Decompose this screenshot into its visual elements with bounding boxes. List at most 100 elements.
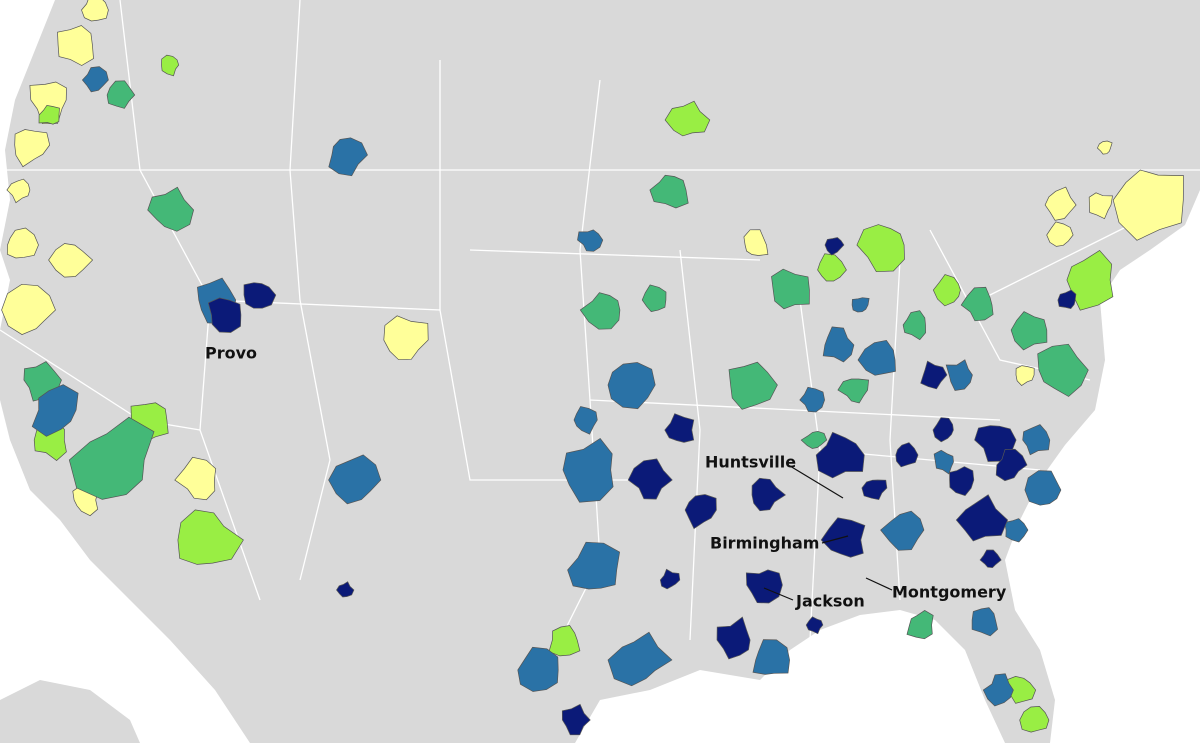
metro-region <box>548 625 581 657</box>
metro-region <box>945 359 973 391</box>
metro-region <box>48 243 94 278</box>
metro-region <box>1037 343 1089 397</box>
metro-region <box>684 494 717 530</box>
metro-region <box>1022 424 1051 456</box>
metro-region <box>517 646 559 692</box>
metro-region <box>895 442 919 468</box>
metro-region <box>328 454 382 505</box>
metro-region <box>745 569 783 604</box>
metro-region <box>979 549 1002 568</box>
metro-region <box>1044 186 1077 221</box>
metro-region <box>1010 311 1048 351</box>
metro-region <box>932 417 954 443</box>
metro-region <box>68 416 155 500</box>
regions <box>1 0 1184 736</box>
metro-region <box>1066 249 1114 311</box>
metro-region <box>1112 169 1184 241</box>
metro-region <box>627 458 673 500</box>
metro-region <box>31 384 79 437</box>
leader-line <box>865 577 893 591</box>
metro-region <box>771 268 810 310</box>
metro-region <box>649 174 689 209</box>
metro-region <box>174 456 217 501</box>
metro-region <box>579 292 621 330</box>
metro-region <box>147 186 194 232</box>
metro-region <box>6 227 39 259</box>
metro-region <box>799 386 825 413</box>
metro-region <box>716 616 751 660</box>
metro-region <box>995 448 1028 482</box>
metro-region <box>562 438 614 503</box>
metro-region <box>857 340 896 376</box>
state-borders <box>0 0 1200 640</box>
metro-region <box>805 616 824 635</box>
metro-region <box>751 477 786 512</box>
metro-region <box>659 568 681 590</box>
metro-region <box>856 224 905 273</box>
metro-region <box>383 315 429 361</box>
metro-region <box>933 449 954 475</box>
metro-region <box>207 297 242 333</box>
mexico <box>0 680 140 743</box>
metro-region <box>906 609 934 640</box>
metro-region <box>1096 140 1113 155</box>
metro-region <box>752 639 790 675</box>
city-label: Provo <box>205 344 257 363</box>
metro-region <box>920 360 948 390</box>
metro-region <box>161 54 180 77</box>
metro-region <box>728 361 778 410</box>
metro-region <box>982 673 1014 707</box>
metro-region <box>106 80 136 109</box>
metro-region <box>837 378 869 404</box>
metro-region <box>14 129 51 168</box>
metro-region <box>38 105 60 125</box>
leader-line <box>821 535 849 544</box>
metro-region <box>573 406 598 435</box>
leader-lines <box>763 465 893 601</box>
metro-region <box>861 479 888 500</box>
metro-region <box>1 283 56 335</box>
metro-region <box>567 541 620 590</box>
metro-region <box>817 253 847 282</box>
metro-region <box>577 229 604 252</box>
metro-region <box>641 284 667 312</box>
leader-line <box>789 465 844 499</box>
city-label: Huntsville <box>705 453 796 472</box>
metro-region <box>81 0 109 22</box>
metro-region <box>955 494 1009 542</box>
metro-region <box>822 326 855 363</box>
metro-region <box>57 25 94 66</box>
leader-line <box>763 587 794 601</box>
metro-region <box>1046 221 1074 247</box>
metro-region <box>1057 289 1077 309</box>
metro-region <box>800 430 828 449</box>
metro-region <box>561 703 591 736</box>
city-label: Montgomery <box>892 583 1007 602</box>
metro-region <box>902 310 926 341</box>
metro-region <box>824 237 845 256</box>
metro-region <box>815 431 865 479</box>
metro-region <box>1015 365 1035 386</box>
metro-region <box>949 466 975 497</box>
metro-region <box>880 510 925 551</box>
metro-region <box>328 137 368 177</box>
metro-region <box>81 66 109 93</box>
metro-region <box>971 607 998 637</box>
metro-region <box>664 413 695 443</box>
metro-region <box>932 274 961 307</box>
city-label: Jackson <box>795 592 865 611</box>
metro-region <box>960 286 994 322</box>
metro-region <box>743 229 769 256</box>
city-label: Birmingham <box>710 534 819 553</box>
metro-region <box>243 282 277 309</box>
metro-region <box>1024 470 1062 506</box>
metro-region <box>607 362 656 410</box>
metro-region <box>851 297 870 313</box>
metro-region <box>336 581 355 598</box>
metro-region <box>607 631 673 687</box>
metro-region <box>1004 518 1029 543</box>
metro-region <box>664 100 711 137</box>
metro-region <box>1088 192 1113 220</box>
